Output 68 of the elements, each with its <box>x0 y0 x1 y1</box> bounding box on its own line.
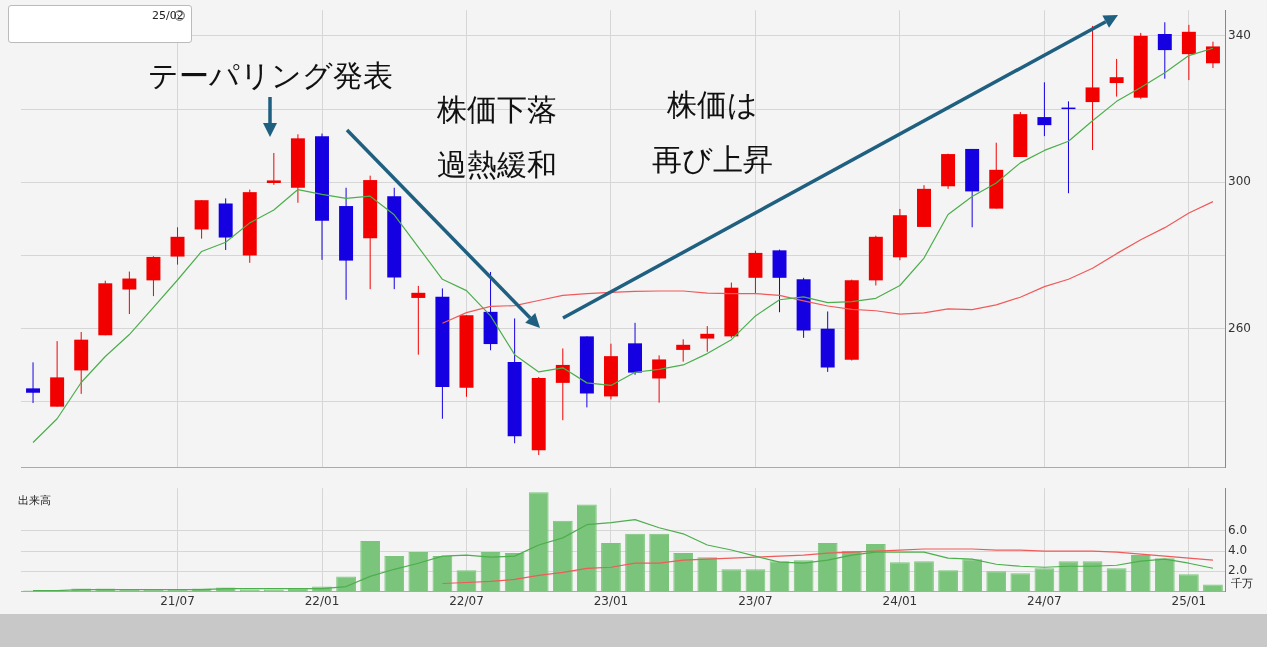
bar <box>817 542 838 592</box>
bar <box>1130 555 1151 592</box>
bar <box>1082 561 1103 592</box>
candlestick <box>266 152 281 186</box>
bar <box>528 492 549 592</box>
candlestick <box>652 354 667 404</box>
bar <box>384 556 405 592</box>
candlestick <box>676 338 691 363</box>
bar <box>721 569 742 592</box>
annotation: 再び上昇 <box>651 141 773 179</box>
bar <box>432 556 453 592</box>
bar <box>697 557 718 592</box>
bar <box>962 559 983 592</box>
bar <box>986 571 1007 592</box>
bar <box>577 504 597 592</box>
y-tick-label: 4.0 <box>1228 543 1248 558</box>
bar <box>890 562 910 592</box>
bar <box>649 533 669 592</box>
bar <box>938 570 958 592</box>
bar <box>1034 568 1055 592</box>
candlestick <box>1205 41 1220 69</box>
x-tick-label: 22/07 <box>449 593 484 608</box>
candlestick <box>122 271 137 315</box>
candlestick <box>1109 58 1124 98</box>
bar <box>601 542 621 592</box>
candlestick <box>700 325 715 353</box>
y-tick-label: 300 <box>1228 174 1251 189</box>
bar <box>408 552 429 592</box>
bar <box>673 553 694 592</box>
bar <box>1154 558 1175 592</box>
y-tick-label: 2.0 <box>1228 563 1248 578</box>
x-tick-label: 23/07 <box>738 593 773 608</box>
x-tick-label: 25/01 <box>1171 593 1207 608</box>
candlestick <box>1085 25 1100 151</box>
bar <box>865 543 886 592</box>
x-tick-label: 21/07 <box>160 593 195 608</box>
bar <box>841 551 862 592</box>
candlestick <box>1037 81 1052 137</box>
bar <box>1058 561 1079 592</box>
x-tick-label: 24/07 <box>1027 593 1062 608</box>
y-axis-title: 千万 <box>1231 575 1253 591</box>
annotation: 株価は <box>666 86 758 124</box>
bar <box>360 540 381 592</box>
annotation: 株価下落 <box>437 91 557 129</box>
x-tick-label: 22/01 <box>304 593 340 608</box>
annotation: 25/02 <box>152 9 184 22</box>
annotation: 過熱緩和 <box>437 146 557 184</box>
bar <box>745 569 766 592</box>
candlestick <box>26 361 41 404</box>
candlestick <box>170 226 185 266</box>
y-tick-label: 6.0 <box>1228 522 1248 537</box>
candlestick <box>411 285 426 356</box>
text: 出来高 <box>18 493 51 509</box>
candlestick <box>1181 24 1196 81</box>
x-tick-label: 24/01 <box>882 593 918 608</box>
y-tick-label: 340 <box>1228 27 1251 42</box>
bar <box>552 520 573 592</box>
bar <box>1106 568 1127 592</box>
x-tick-label: 23/01 <box>593 593 629 608</box>
bar <box>914 561 934 592</box>
annotation: テーパリング発表 <box>147 57 393 95</box>
bar <box>625 533 645 592</box>
candlestick <box>146 255 161 297</box>
candlestick <box>555 347 570 421</box>
candlestick <box>1157 21 1172 80</box>
y-tick-label: 260 <box>1228 320 1251 335</box>
bar <box>504 553 525 592</box>
bar <box>769 561 790 592</box>
